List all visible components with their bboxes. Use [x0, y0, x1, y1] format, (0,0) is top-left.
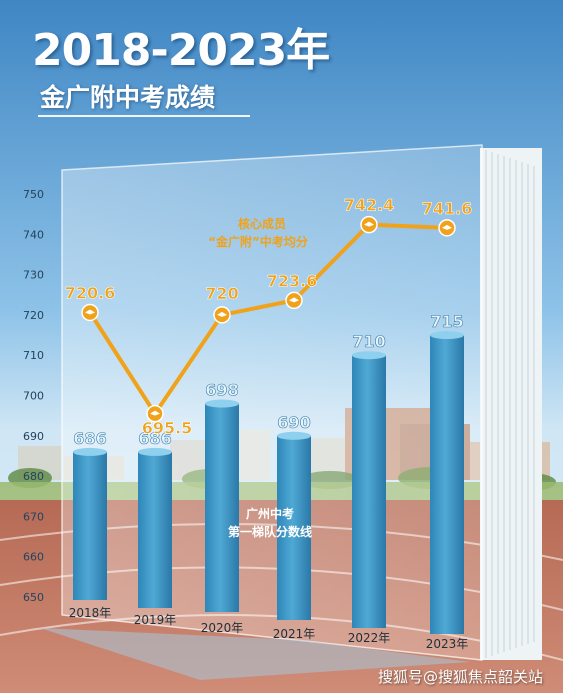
bar-cap	[277, 431, 311, 440]
bar-value-label: 686	[73, 429, 106, 448]
graduation-cap-icon	[289, 297, 299, 303]
bar-2020年: 698	[205, 380, 239, 612]
line-value-label: 741.6	[422, 199, 473, 218]
bar	[73, 451, 107, 600]
bar	[352, 355, 386, 628]
bar-value-label: 710	[352, 332, 385, 351]
y-tick-label: 720	[23, 309, 44, 322]
bar-legend-1: 广州中考	[246, 506, 294, 521]
y-tick-label: 700	[23, 390, 44, 403]
y-tick-label: 660	[23, 551, 44, 564]
line-point-2018年: 720.6	[64, 283, 116, 322]
bar	[138, 451, 172, 608]
line-value-label: 720	[205, 284, 238, 303]
graduation-cap-icon	[217, 311, 227, 317]
y-tick-label: 750	[23, 188, 44, 201]
y-tick-label: 680	[23, 470, 44, 483]
x-tick-label: 2019年	[134, 613, 177, 627]
bar-2019年: 686	[138, 429, 172, 608]
y-tick-label: 670	[23, 510, 44, 523]
x-axis: 2018年 2019年 2020年 2021年 2022年 2023年	[69, 606, 469, 651]
line-value-label: 695.5	[142, 419, 193, 438]
bar	[277, 435, 311, 620]
watermark: 搜狐号@搜狐焦点韶关站	[377, 668, 543, 686]
y-tick-label: 650	[23, 591, 44, 604]
line-point-2020年: 720	[205, 284, 239, 324]
bar-cap	[205, 399, 239, 408]
line-point-2022年: 742.4	[343, 195, 395, 234]
bar-2022年: 710	[352, 332, 386, 628]
line-point-2019年: 695.5	[141, 404, 193, 438]
bar-cap	[430, 331, 464, 340]
line-value-label: 723.6	[267, 271, 318, 290]
line-legend-1: 核心成员	[238, 216, 286, 231]
bar-2021年: 690	[277, 412, 311, 620]
y-tick-label: 710	[23, 349, 44, 362]
page-title: 2018-2023年	[32, 25, 330, 76]
x-tick-label: 2020年	[201, 621, 244, 635]
line-value-label: 742.4	[344, 196, 395, 215]
bar-cap	[138, 447, 172, 456]
bar	[430, 335, 464, 634]
bar-value-label: 686	[138, 429, 171, 448]
bar-legend-2: 第一梯队分数线	[228, 524, 312, 539]
book-pages	[480, 148, 542, 660]
x-tick-label: 2018年	[69, 606, 112, 620]
bar-2023年: 715	[430, 312, 464, 634]
line-value-label: 720.6	[65, 283, 116, 302]
bar-cap	[352, 351, 386, 360]
bar-series: 686 686 698 690 710 715	[73, 312, 464, 634]
x-tick-label: 2022年	[348, 631, 391, 645]
bar-value-label: 690	[277, 413, 310, 432]
page-subtitle: 金广附中考成绩	[40, 83, 216, 112]
line-point-2023年: 741.6	[421, 199, 473, 237]
x-tick-label: 2021年	[273, 627, 316, 641]
line-legend-2: “金广附”中考均分	[208, 234, 308, 249]
bar-cap	[73, 447, 107, 456]
graduation-cap-icon	[364, 221, 374, 227]
y-tick-label: 730	[23, 269, 44, 282]
y-tick-label: 690	[23, 430, 44, 443]
graduation-cap-icon	[85, 309, 95, 315]
bar-2018年: 686	[73, 429, 107, 600]
bar-value-label: 698	[205, 381, 238, 400]
subtitle-underline	[38, 115, 250, 117]
bar-value-label: 715	[430, 312, 463, 331]
y-tick-label: 740	[23, 228, 44, 241]
floor-plate	[40, 628, 470, 680]
graduation-cap-icon	[442, 224, 452, 230]
x-tick-label: 2023年	[426, 637, 469, 651]
line-series: 720.6 695.5 720 723.6 742.4 741.6	[64, 195, 473, 438]
graduation-cap-icon	[150, 410, 160, 416]
line-path	[88, 222, 448, 416]
y-axis: 650 660 670 680 690 700 710 720 730 740 750	[23, 188, 44, 604]
bar	[205, 403, 239, 612]
legends: 核心成员 “金广附”中考均分 广州中考 第一梯队分数线	[208, 216, 312, 539]
line-point-2021年: 723.6	[266, 271, 318, 310]
